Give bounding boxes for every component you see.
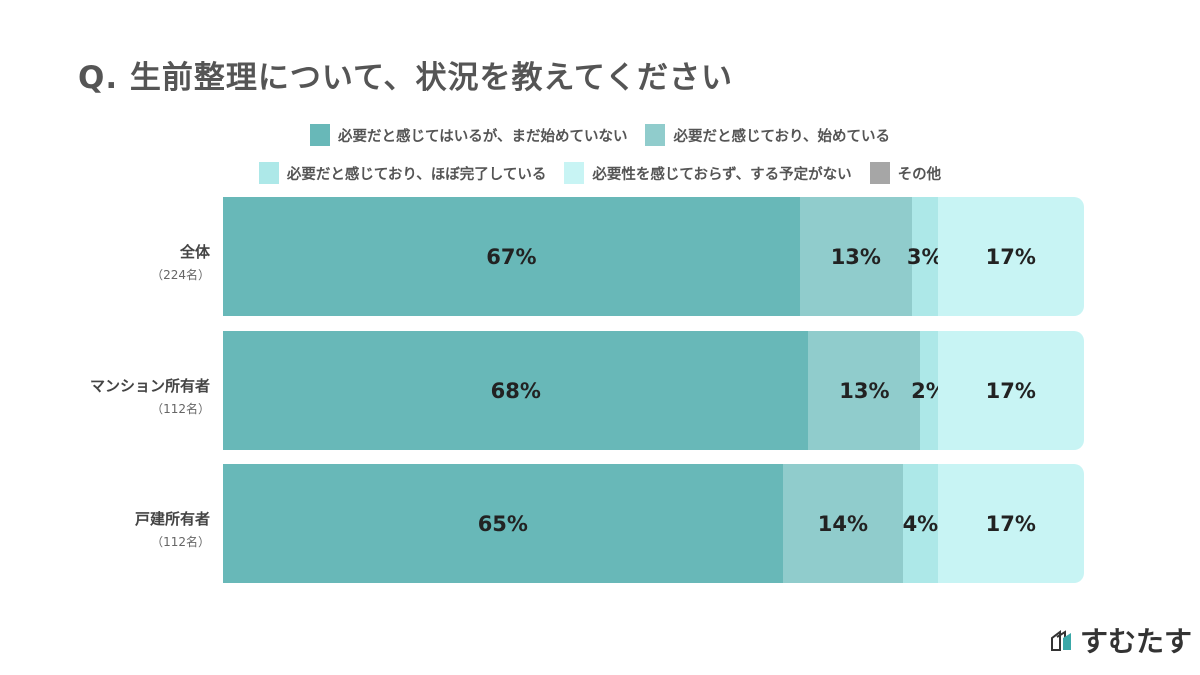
stacked-bar: 65% 14% 4% 17% (223, 464, 1084, 583)
chart-title: Q. 生前整理について、状況を教えてください (78, 60, 733, 96)
legend-item: 必要だと感じており、ほぼ完了している (258, 162, 547, 184)
legend-swatch (645, 124, 666, 146)
bar-segment: 65% (223, 464, 783, 583)
stacked-bar: 67% 13% 3% 17% (223, 197, 1084, 316)
data-label: 65% (477, 511, 528, 536)
category-count: （112名） (151, 535, 210, 549)
bar-segment: 14% (782, 464, 904, 583)
logo-house-icon (1051, 630, 1071, 651)
data-label: 4% (902, 511, 939, 536)
bar-segment: 67% (223, 197, 800, 316)
bar-segment: 13% (799, 197, 912, 316)
bar-segment: 17% (937, 464, 1084, 583)
category-name: 全体 (179, 243, 210, 261)
data-label: 3% (906, 244, 943, 269)
legend-item: 必要だと感じており、始めている (645, 124, 890, 146)
data-label: 67% (486, 244, 537, 269)
data-label: 13% (830, 244, 881, 269)
legend-row-2: 必要だと感じており、ほぼ完了している 必要性を感じておらず、する予定がない その… (0, 162, 1200, 184)
logo-text: すむたす (1080, 625, 1193, 658)
category-name: 戸建所有者 (134, 510, 210, 528)
data-label: 17% (985, 378, 1036, 403)
legend-label: その他 (897, 166, 942, 183)
category-label: 戸建所有者 （112名） (135, 508, 210, 550)
data-label: 17% (985, 244, 1036, 269)
bar-segment: 4% (902, 464, 939, 583)
bar-segment: 68% (223, 331, 809, 450)
legend-row-1: 必要だと感じてはいるが、まだ始めていない 必要だと感じており、始めている (0, 124, 1200, 146)
bar-segment: 2% (911, 331, 947, 450)
legend-label: 必要性を感じておらず、する予定がない (592, 166, 852, 183)
legend-item: 必要だと感じてはいるが、まだ始めていない (310, 124, 627, 146)
stacked-bar: 68% 13% 2% 17% (223, 331, 1084, 450)
category-count: （224名） (151, 268, 210, 282)
bar-segment: 3% (907, 197, 943, 316)
legend-swatch (310, 124, 331, 146)
category-name: マンション所有者 (89, 377, 210, 395)
bar-segment: 13% (808, 331, 921, 450)
legend-swatch (258, 162, 279, 184)
logo: すむたす (1050, 620, 1192, 660)
legend-swatch (869, 162, 890, 184)
category-label: 全体 （224名） (151, 241, 210, 283)
data-label: 17% (985, 511, 1036, 536)
bar-segment: 17% (937, 331, 1084, 450)
legend-label: 必要だと感じており、始めている (673, 128, 890, 145)
legend-item: 必要性を感じておらず、する予定がない (564, 162, 852, 184)
data-label: 14% (817, 511, 869, 536)
data-label: 68% (490, 378, 541, 403)
category-count: （112名） (151, 402, 210, 416)
legend-label: 必要だと感じており、ほぼ完了している (286, 166, 547, 183)
legend-item: その他 (869, 162, 942, 184)
category-label: マンション所有者 （112名） (90, 375, 210, 417)
legend-label: 必要だと感じてはいるが、まだ始めていない (338, 128, 628, 145)
data-label: 13% (839, 378, 890, 403)
legend-swatch (564, 162, 585, 184)
bar-segment: 17% (937, 197, 1084, 316)
